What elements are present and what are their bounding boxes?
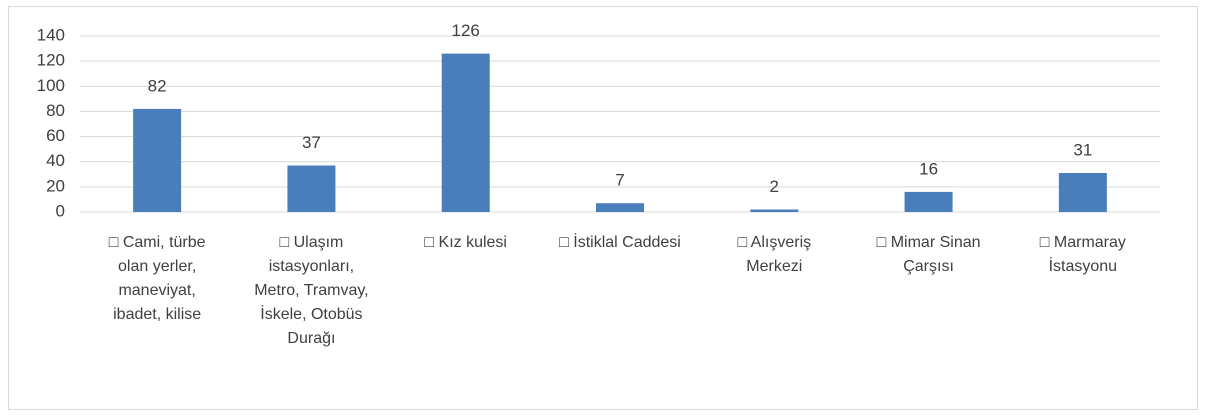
- data-label: 31: [1073, 141, 1092, 160]
- x-tick-label: □ Cami, türbe olan yerler, maneviyat, ib…: [108, 234, 206, 323]
- data-label: 7: [615, 171, 624, 190]
- y-tick-label: 0: [56, 201, 65, 220]
- x-tick-label: □ Mimar Sinan Çarşısı: [876, 234, 981, 275]
- y-tick-label: 20: [46, 176, 65, 195]
- bar: [287, 165, 336, 212]
- x-tick-label: □ Marmaray İstasyonu: [1039, 234, 1126, 275]
- y-tick-label: 80: [46, 101, 65, 120]
- x-tick-label: □ Kız kulesi: [424, 234, 507, 251]
- x-tick-label: □ İstiklal Caddesi: [559, 234, 681, 251]
- bar: [904, 191, 953, 212]
- y-tick-label: 40: [46, 151, 65, 170]
- bar: [133, 108, 182, 212]
- y-tick-label: 120: [37, 51, 65, 70]
- data-label: 126: [452, 21, 480, 40]
- y-tick-label: 100: [37, 76, 65, 95]
- y-tick-label: 60: [46, 126, 65, 145]
- x-tick-label: □ Ulaşım istasyonları, Metro, Tramvay, İ…: [254, 234, 369, 347]
- y-tick-label: 140: [37, 25, 65, 44]
- data-label: 2: [770, 177, 779, 196]
- data-label: 82: [148, 76, 167, 95]
- bar: [750, 209, 799, 212]
- data-label: 37: [302, 133, 321, 152]
- bar: [596, 203, 644, 212]
- data-label: 16: [919, 159, 938, 178]
- bar: [441, 53, 490, 212]
- bar: [1058, 173, 1107, 212]
- x-tick-label: □ Alışveriş Merkezi: [737, 234, 812, 275]
